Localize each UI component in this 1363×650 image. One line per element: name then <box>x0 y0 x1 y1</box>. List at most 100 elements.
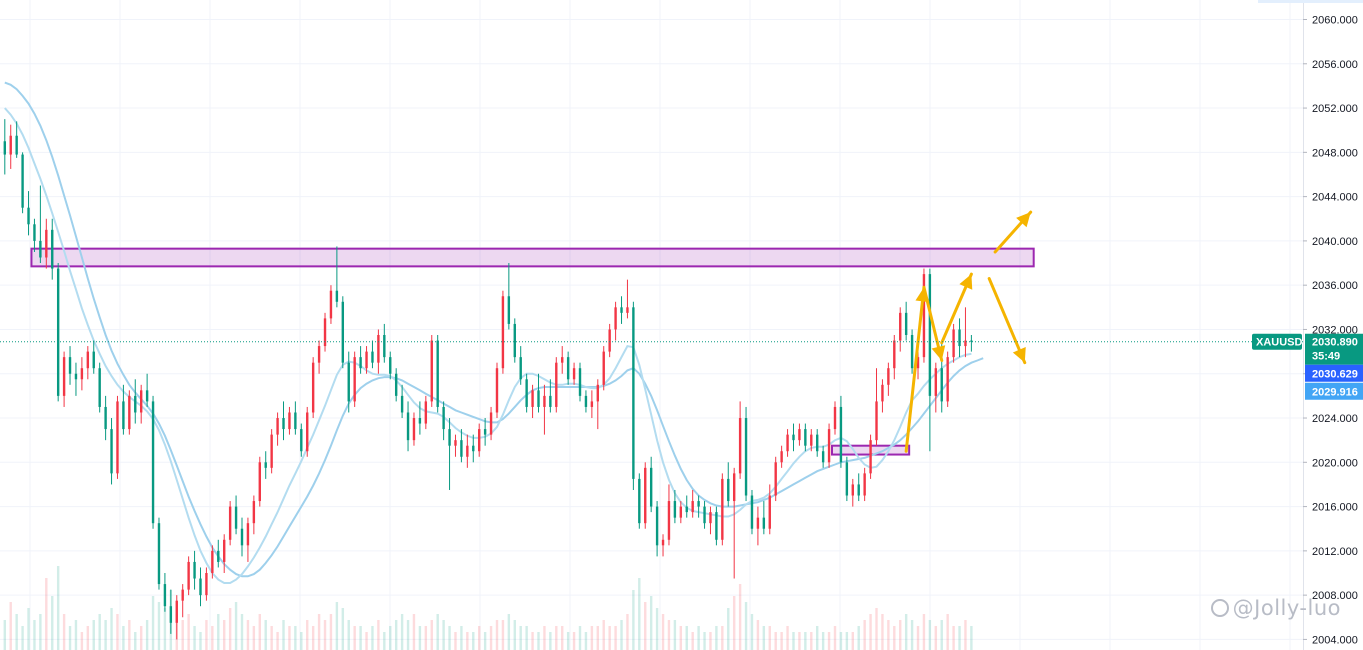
candle <box>958 318 961 358</box>
candle <box>27 191 30 236</box>
volume-bar <box>335 602 339 650</box>
candle <box>151 395 155 529</box>
volume-bar <box>406 620 410 650</box>
candle <box>347 351 350 413</box>
candle-body <box>661 539 665 546</box>
candle <box>454 434 457 457</box>
candle <box>424 395 428 430</box>
volume-bar <box>489 626 493 650</box>
candle-body <box>80 368 84 380</box>
candle <box>525 373 528 413</box>
scroll-indicator <box>1258 0 1363 3</box>
candle-body <box>810 434 813 446</box>
candle <box>632 301 635 490</box>
candle-body <box>74 373 78 380</box>
candle-body <box>412 418 416 441</box>
candle-body <box>916 357 920 369</box>
volume-bar <box>655 608 659 650</box>
volume-bar <box>157 602 161 650</box>
candle <box>335 246 339 308</box>
candle-body <box>673 501 677 518</box>
volume-bar <box>727 608 730 650</box>
candle <box>543 384 546 435</box>
moving-average-fast <box>4 107 972 584</box>
candle-body <box>252 501 256 524</box>
candle-body <box>288 412 291 430</box>
candle-body <box>501 296 505 369</box>
candle <box>460 429 463 463</box>
candle-body <box>454 440 457 446</box>
candle-body <box>92 351 95 369</box>
volume-bar <box>549 632 552 650</box>
candle-body <box>727 478 730 502</box>
candle-body <box>827 429 831 463</box>
volume-bar <box>821 632 825 650</box>
candle <box>507 263 511 330</box>
volume-bar <box>151 596 155 650</box>
candle-body <box>780 451 783 463</box>
price-axis[interactable]: 2060.000 2056.000 2052.000 2048.000 2044.000… <box>1258 0 1363 650</box>
arrow-head <box>1016 212 1031 228</box>
y-tick-label: 2040.000 <box>1312 236 1358 248</box>
zones-layer <box>30 247 1035 456</box>
candle-body <box>139 390 143 413</box>
volume-bar <box>543 626 546 650</box>
candle <box>282 401 285 441</box>
candle-body <box>329 290 333 319</box>
candle-body <box>205 573 208 596</box>
candle-body <box>371 351 374 363</box>
candle-body <box>460 440 463 457</box>
volume-bar <box>691 632 694 650</box>
candle-body <box>614 307 617 330</box>
candle-body <box>899 312 902 341</box>
candle-body <box>946 357 949 402</box>
candle <box>406 401 410 452</box>
volume-bar <box>317 614 321 650</box>
candle-body <box>145 390 149 402</box>
symbol-tag: XAUUSD <box>1252 333 1303 350</box>
volume-bar <box>365 632 368 650</box>
y-tick-label: 2036.000 <box>1312 280 1358 292</box>
arrow-annotation <box>940 272 973 345</box>
candle-body <box>311 362 315 413</box>
moving-average-slow <box>4 81 984 578</box>
candle <box>175 595 178 640</box>
volume-bar <box>661 614 665 650</box>
candle <box>768 484 771 535</box>
volume-bar <box>394 620 398 650</box>
candle <box>638 473 641 529</box>
candle <box>276 412 279 446</box>
volume-bar <box>3 620 6 650</box>
y-tick-label: 2060.000 <box>1312 15 1358 27</box>
candle-body <box>442 406 445 430</box>
candle-body <box>804 429 807 446</box>
candle-body <box>685 506 688 513</box>
candle <box>400 384 404 419</box>
arrow-head <box>959 274 973 290</box>
volume-bar <box>596 626 599 650</box>
candle <box>762 501 766 535</box>
candle <box>952 323 955 363</box>
price-tag-value: 2030.629 <box>1312 369 1358 381</box>
candle-body <box>821 451 825 463</box>
candle <box>134 379 137 424</box>
candle <box>501 290 505 374</box>
candle <box>45 218 48 269</box>
candle-body <box>300 429 303 452</box>
candle <box>673 489 677 524</box>
candle <box>306 406 309 457</box>
candle <box>549 379 552 413</box>
volume-bar <box>561 626 564 650</box>
volume-bar <box>673 620 677 650</box>
candle <box>667 484 671 546</box>
candle-body <box>667 501 671 540</box>
candle-body <box>644 467 647 524</box>
candle-body <box>922 274 926 358</box>
volume-bar <box>626 614 629 650</box>
candle <box>869 434 872 479</box>
candle <box>584 390 588 413</box>
volume-bar <box>816 626 819 650</box>
candle <box>916 351 920 380</box>
volume-bar <box>709 632 712 650</box>
